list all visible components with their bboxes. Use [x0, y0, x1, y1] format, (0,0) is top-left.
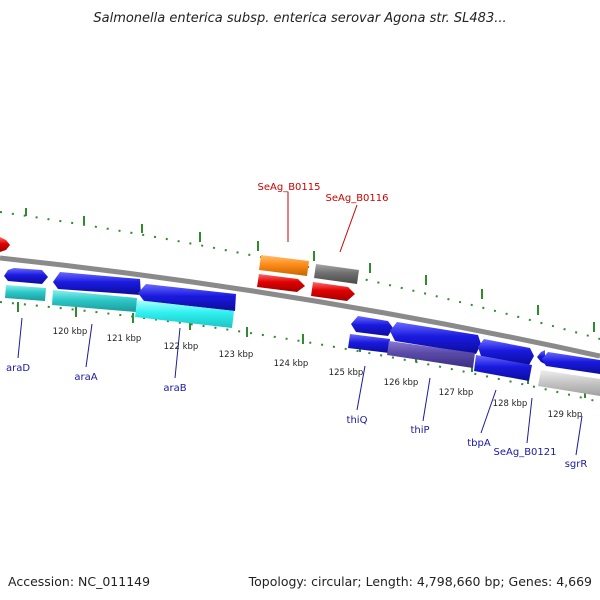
connector-thiq: [356, 365, 366, 411]
red-arrow-left-edge[interactable]: [0, 237, 10, 252]
kbp-label: 127 kbp: [439, 388, 474, 398]
kbp-label: 123 kbp: [219, 350, 254, 360]
gene-tbpa-blue-2[interactable]: [474, 355, 532, 381]
map-title: Salmonella enterica subsp. enterica sero…: [93, 11, 506, 26]
gene-labels: SeAg_B0115 SeAg_B0116 araD araA araB thi…: [6, 182, 587, 470]
gene-thip-purple[interactable]: [387, 341, 475, 368]
gene-thiq-blue[interactable]: [351, 316, 393, 336]
gene-tbpa-blue[interactable]: [478, 339, 534, 365]
gene-label-seag-b0116[interactable]: SeAg_B0116: [326, 193, 389, 204]
gene-red-2[interactable]: [311, 282, 355, 301]
gene-arab-blue[interactable]: [138, 284, 236, 311]
gene-label-arad[interactable]: araD: [6, 363, 30, 374]
connector-sgrr: [575, 415, 583, 456]
gene-seag-b0121-gray[interactable]: [538, 370, 600, 396]
outer-tick-ring: [0, 208, 600, 340]
kbp-label: 128 kbp: [493, 399, 528, 409]
kbp-label: 124 kbp: [274, 359, 309, 369]
gene-arad-cyan[interactable]: [5, 285, 46, 301]
connector-arab: [174, 327, 181, 379]
kbp-axis-labels: 120 kbp 121 kbp 122 kbp 123 kbp 124 kbp …: [53, 327, 583, 420]
connector-thip: [422, 377, 431, 422]
connector-tbpa: [480, 389, 497, 434]
kbp-label: 126 kbp: [384, 378, 419, 388]
gene-label-seag-b0121[interactable]: SeAg_B0121: [494, 447, 557, 458]
topology-summary: Topology: circular; Length: 4,798,660 bp…: [248, 574, 592, 589]
gene-seag-b0116-gray[interactable]: [314, 264, 359, 284]
gene-label-araa[interactable]: araA: [74, 372, 97, 383]
gene-label-arab[interactable]: araB: [163, 383, 186, 394]
gene-red-1[interactable]: [257, 274, 305, 292]
genome-backbone: [0, 255, 600, 359]
kbp-label: 120 kbp: [53, 327, 88, 337]
connector-seag-b0116: [339, 204, 358, 253]
accession-text: Accession: NC_011149: [8, 574, 150, 589]
kbp-label: 129 kbp: [548, 410, 583, 420]
gene-label-thip[interactable]: thiP: [410, 425, 429, 436]
connector-seag-b0121: [526, 397, 533, 444]
gene-label-seag-b0115[interactable]: SeAg_B0115: [258, 182, 321, 193]
label-connectors: [17, 192, 583, 456]
gene-araa-blue[interactable]: [53, 272, 141, 295]
gene-thip-blue[interactable]: [390, 322, 481, 354]
connector-araa: [85, 323, 93, 368]
gene-thiq-blue-2[interactable]: [348, 334, 390, 353]
connector-arad: [17, 317, 23, 359]
gene-label-thiq[interactable]: thiQ: [347, 415, 368, 426]
gene-arad-blue[interactable]: [4, 268, 48, 284]
gene-label-sgrr[interactable]: sgrR: [565, 459, 588, 470]
gene-seag-b0115-orange[interactable]: [259, 255, 309, 276]
gene-arab-cyan[interactable]: [135, 300, 234, 328]
kbp-label: 125 kbp: [329, 368, 364, 378]
gene-sgrr-blue[interactable]: [542, 352, 600, 374]
kbp-label: 121 kbp: [107, 334, 142, 344]
gene-label-tbpa[interactable]: tbpA: [467, 438, 491, 449]
gene-araa-cyan[interactable]: [52, 290, 137, 312]
kbp-label: 122 kbp: [164, 342, 199, 352]
